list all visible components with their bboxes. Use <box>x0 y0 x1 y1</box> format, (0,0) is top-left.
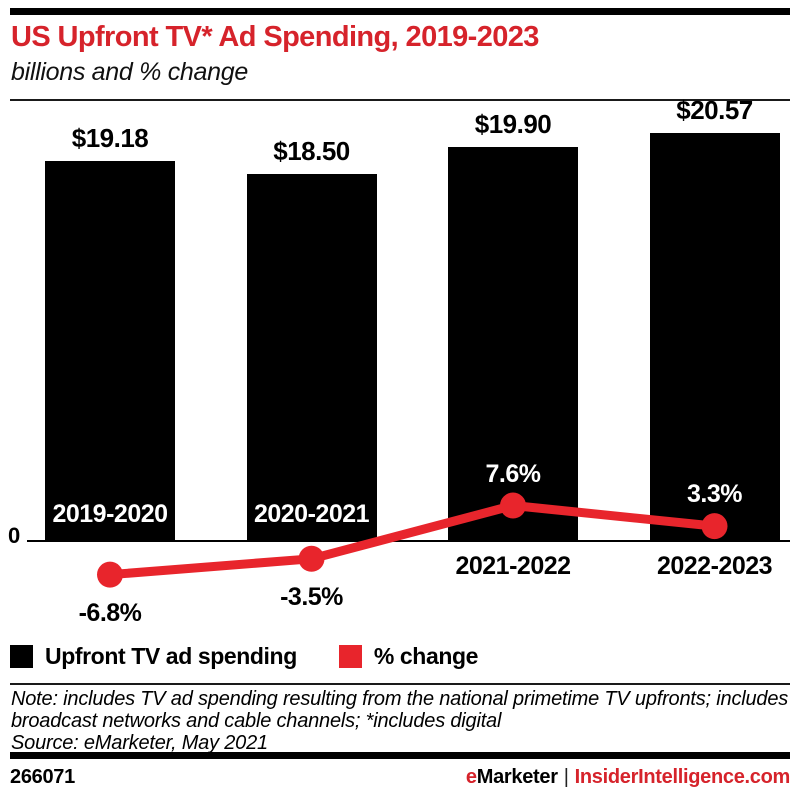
bar-value-label: $18.50 <box>273 136 350 167</box>
legend-item--change: % change <box>338 643 479 670</box>
pct-label-2020-2021: -3.5% <box>280 582 343 611</box>
brand-emarketer-e: e <box>465 766 477 788</box>
bar-2020-2021 <box>246 174 377 542</box>
bar-2019-2020 <box>45 160 175 542</box>
category-label-2021-2022: 2021-2022 <box>455 552 571 580</box>
note-divider <box>10 683 790 685</box>
chart-legend: Upfront TV ad spending % change <box>10 643 478 670</box>
pct-change-point-2020-2021 <box>298 545 325 572</box>
brand-emarketer-rest: Marketer <box>476 766 558 788</box>
category-label-2019-2020: 2019-2020 <box>52 500 168 528</box>
chart-title: US Upfront TV* Ad Spending, 2019-2023 <box>11 21 539 53</box>
axis-zero-label: 0 <box>8 523 21 548</box>
legend-item-upfront-tv-ad-spending: Upfront TV ad spending <box>10 643 297 670</box>
pct-label-2022-2023: 3.3% <box>687 480 742 509</box>
bar-value-label: $20.57 <box>676 95 753 126</box>
brand-site-link[interactable]: InsiderIntelligence.com <box>574 766 791 788</box>
note-text: Note: includes TV ad spending resulting … <box>11 688 789 732</box>
footer: 266071 eMarketer | InsiderIntelligence.com <box>10 766 790 789</box>
footer-border-bar <box>10 752 790 759</box>
brand-separator: | <box>563 766 569 788</box>
top-border-bar <box>10 8 790 15</box>
bar-value-label: $19.18 <box>71 122 149 153</box>
chart-id-number: 266071 <box>10 766 75 788</box>
bar-value-label: $19.90 <box>474 108 552 139</box>
header-divider <box>10 99 790 101</box>
note-block: Note: includes TV ad spending resulting … <box>11 688 793 754</box>
bar-2021-2022 <box>448 146 578 542</box>
bar-2022-2023 <box>649 133 780 542</box>
pct-label-2019-2020: -6.8% <box>78 598 142 627</box>
legend-swatch-red-square <box>338 645 362 668</box>
legend-swatch-black-square <box>10 645 33 668</box>
legend-label: Upfront TV ad spending <box>45 643 297 669</box>
brand-lockup: eMarketer | InsiderIntelligence.com <box>466 766 790 789</box>
chart-subtitle: billions and % change <box>11 58 248 86</box>
category-label-2022-2023: 2022-2023 <box>656 552 773 580</box>
pct-change-point-2019-2020 <box>97 561 123 588</box>
chart-area: 0 $19.18 2019-2020 $18.50 2020-2021 $19.90 20… <box>8 95 790 627</box>
category-label-2020-2021: 2020-2021 <box>253 500 370 528</box>
legend-label: % change <box>373 643 479 669</box>
pct-label-2021-2022: 7.6% <box>485 459 541 488</box>
source-text: Source: eMarketer, May 2021 <box>11 732 268 754</box>
